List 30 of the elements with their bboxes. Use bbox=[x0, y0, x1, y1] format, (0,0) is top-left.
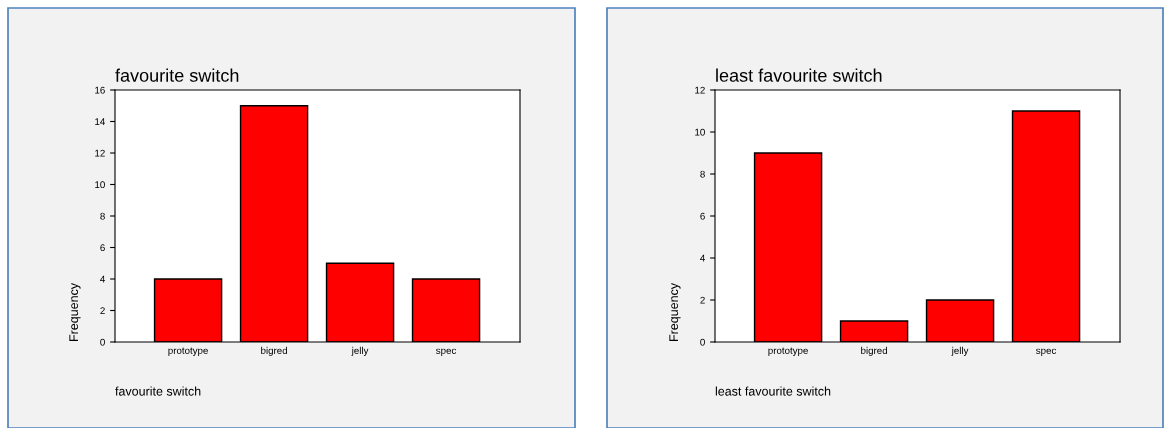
y-tick-label: 4 bbox=[700, 254, 705, 262]
y-tick-label: 4 bbox=[100, 275, 105, 283]
chart-title: favourite switch bbox=[115, 68, 239, 82]
x-tick-label: prototype bbox=[168, 347, 208, 356]
x-tick-label: spec bbox=[1036, 348, 1057, 356]
y-tick-label: 2 bbox=[100, 307, 105, 315]
y-tick-label: 6 bbox=[700, 212, 705, 220]
y-tick-label: 6 bbox=[100, 244, 105, 252]
y-tick-label: 14 bbox=[95, 118, 105, 126]
x-axis-title: favourite switch bbox=[115, 386, 201, 396]
x-tick-label: jelly bbox=[351, 346, 369, 356]
y-tick-label: 12 bbox=[695, 86, 705, 94]
y-tick-label: 8 bbox=[100, 212, 105, 220]
y-tick-label: 8 bbox=[700, 170, 705, 178]
y-tick-label: 16 bbox=[95, 86, 105, 94]
y-tick-label: 10 bbox=[695, 128, 705, 136]
x-tick-label: bigred bbox=[861, 346, 887, 356]
y-tick-label: 0 bbox=[700, 338, 705, 346]
y-tick-label: 0 bbox=[100, 338, 105, 346]
y-tick-label: 10 bbox=[95, 181, 105, 189]
y-axis-title: Frequency bbox=[669, 282, 681, 341]
y-axis-title: Frequency bbox=[69, 282, 81, 341]
x-tick-label: prototype bbox=[768, 347, 808, 356]
chart-title: least favourite switch bbox=[716, 68, 882, 82]
x-tick-label: spec bbox=[436, 348, 457, 356]
x-tick-label: jelly bbox=[951, 346, 969, 356]
y-tick-label: 2 bbox=[700, 296, 705, 304]
x-axis-title: least favourite switch bbox=[715, 386, 831, 396]
x-tick-label: bigred bbox=[261, 346, 287, 356]
y-tick-label: 12 bbox=[95, 149, 105, 157]
